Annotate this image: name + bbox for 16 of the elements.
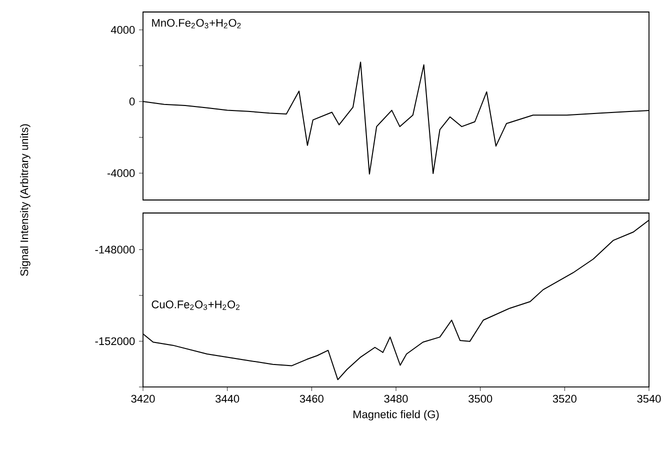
x-tick-label: 3420 (131, 394, 155, 403)
x-tick-label: 3440 (216, 394, 240, 403)
x-tick-label: 3460 (300, 394, 324, 403)
y-tick-label: -152000 (95, 337, 135, 346)
legend-label: CuO.Fe$_{2}$O$_{3}$+H$_{2}$O$_{2}$ (152, 300, 240, 310)
y-tick-label: 4000 (110, 26, 135, 34)
x-axis-title: Magnetic field (G) (354, 410, 439, 420)
x-tick-label: 3500 (468, 394, 492, 403)
x-tick-label: 3540 (637, 394, 661, 403)
y-axis-title: Signal Intensity (Arbitrary units) (20, 124, 30, 276)
y-tick-label: -4000 (107, 169, 135, 178)
y-tick-label: 0 (129, 98, 135, 106)
legend-label: MnO.Fe$_{2}$O$_{3}$+H$_{2}$O$_{2}$ (152, 18, 241, 28)
y-tick-label: -148000 (95, 246, 135, 254)
x-tick-label: 3520 (552, 394, 576, 403)
x-tick-label: 3480 (384, 394, 408, 403)
